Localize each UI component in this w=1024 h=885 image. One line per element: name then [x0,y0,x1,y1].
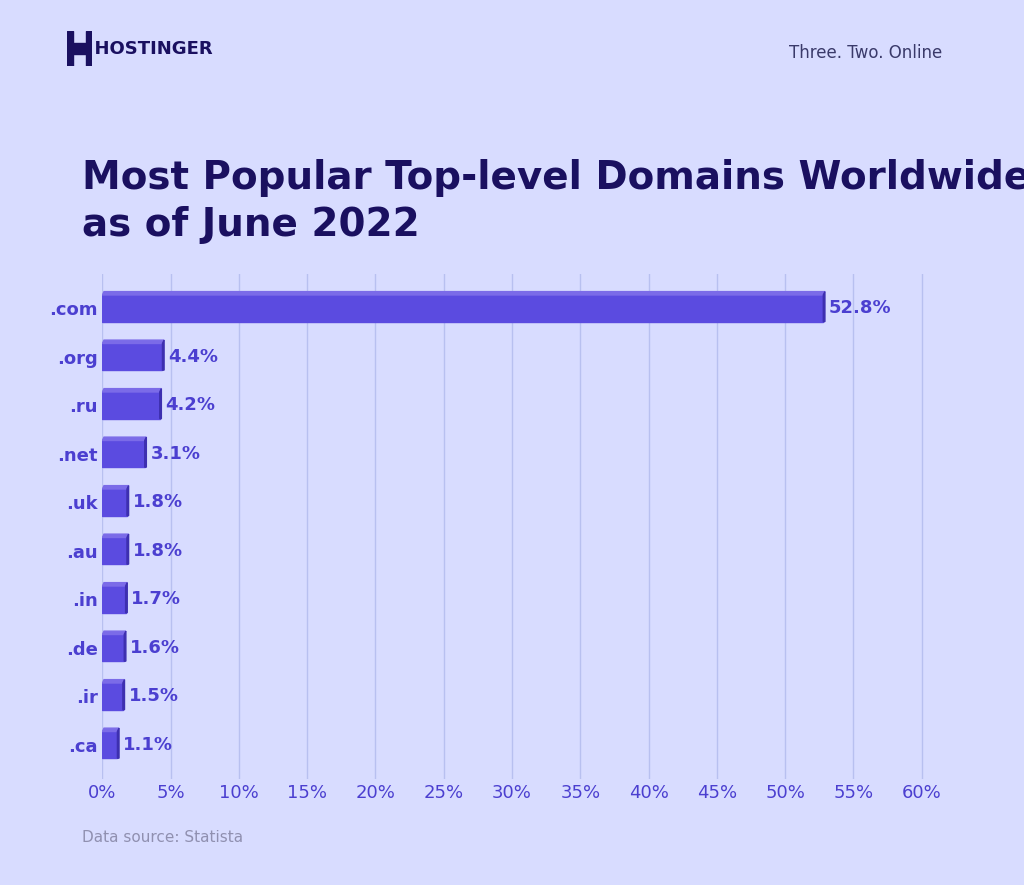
Text: Three. Two. Online: Three. Two. Online [788,44,942,62]
Text: 1.6%: 1.6% [130,639,180,657]
Text: 3.1%: 3.1% [151,445,201,463]
Bar [102,489,127,516]
Bar [67,31,73,66]
Polygon shape [102,291,825,295]
Polygon shape [123,680,125,710]
Text: 1.1%: 1.1% [123,735,173,754]
Bar [102,537,127,564]
Text: 4.2%: 4.2% [166,396,215,414]
Bar [102,732,118,758]
Polygon shape [127,535,129,564]
Text: 1.8%: 1.8% [133,493,183,512]
Polygon shape [102,486,129,489]
Text: 1.8%: 1.8% [133,542,183,560]
Text: 4.4%: 4.4% [168,348,218,366]
Bar [102,392,160,419]
Bar [102,586,126,612]
Polygon shape [102,582,127,586]
Polygon shape [102,631,126,635]
Text: 1.7%: 1.7% [131,590,181,608]
Bar [102,295,823,321]
Bar [102,635,124,661]
Polygon shape [160,389,162,419]
Bar [102,441,144,467]
Text: Data source: Statista: Data source: Statista [82,830,243,845]
Polygon shape [127,486,129,516]
Polygon shape [823,291,825,321]
Polygon shape [144,437,146,467]
Polygon shape [102,728,119,732]
Bar [73,43,86,54]
Polygon shape [102,535,129,537]
Polygon shape [102,437,146,441]
Polygon shape [102,340,164,343]
Bar [86,31,92,66]
Polygon shape [118,728,119,758]
Text: HOSTINGER: HOSTINGER [82,40,213,58]
Polygon shape [102,389,162,392]
Polygon shape [124,631,126,661]
Bar [102,683,123,710]
Bar [102,343,163,370]
Polygon shape [126,582,127,612]
Text: 52.8%: 52.8% [829,299,892,318]
Polygon shape [102,680,125,683]
Text: 1.5%: 1.5% [129,688,178,705]
Polygon shape [163,340,164,370]
Text: Most Popular Top-level Domains Worldwide
as of June 2022: Most Popular Top-level Domains Worldwide… [82,159,1024,244]
